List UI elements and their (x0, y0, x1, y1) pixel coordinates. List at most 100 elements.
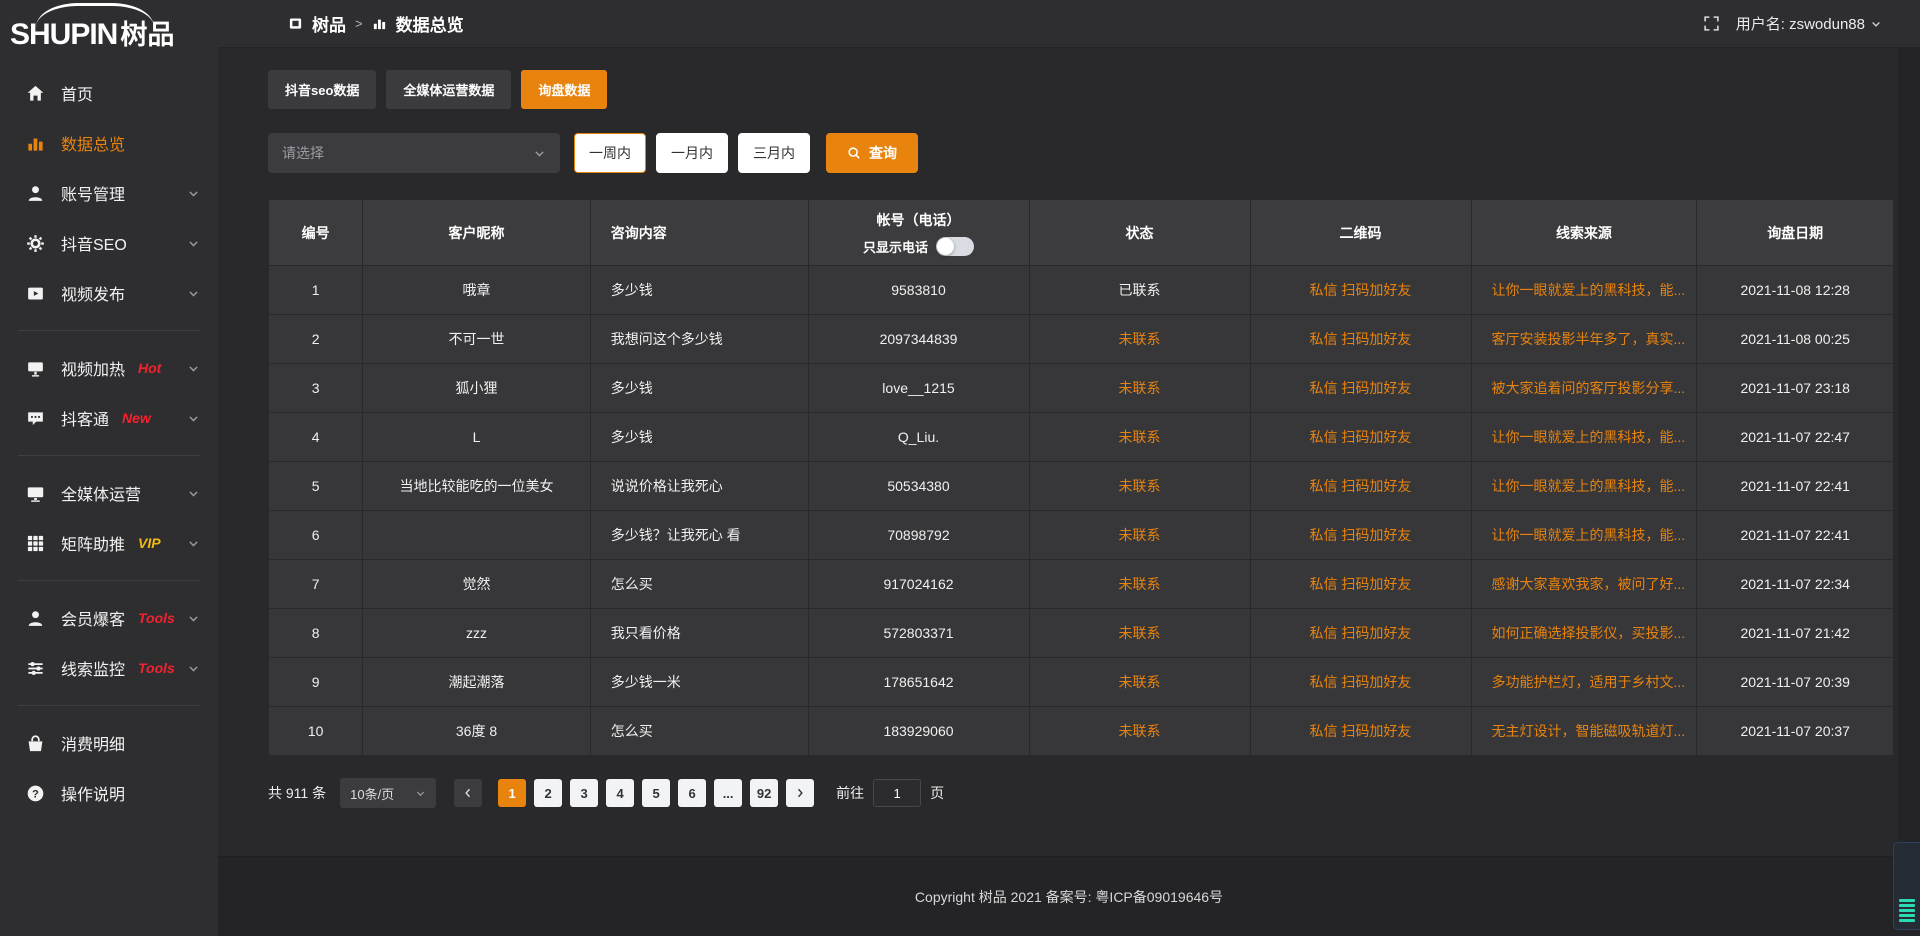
table-row: 8 zzz 我只看价格 572803371 未联系 私信 扫码加好友 如何正确选择投影仪，买… (267, 608, 1894, 658)
col-header-nickname: 客户昵称 (362, 199, 591, 266)
goto-suffix: 页 (930, 785, 945, 801)
filter-select[interactable]: 请选择 (268, 133, 560, 173)
chevron-down-icon (187, 537, 200, 550)
publish-icon (26, 284, 45, 303)
source-link[interactable]: 感谢大家喜欢我家，被问了好... (1470, 559, 1698, 609)
cell-status: 未联系 (1028, 510, 1251, 560)
sidebar-item-video-heating[interactable]: 视频加热 Hot (0, 343, 218, 393)
widget-bar (1899, 909, 1915, 912)
tab-douyin-seo-data[interactable]: 抖音seo数据 (268, 70, 377, 109)
sidebar-item-home[interactable]: 首页 (0, 68, 218, 118)
breadcrumb: 树品 > 数据总览 (288, 11, 464, 36)
more-pages-button[interactable]: ... (714, 779, 743, 807)
sidebar-item-consumption-detail[interactable]: 消费明细 (0, 718, 218, 768)
source-link[interactable]: 多功能护栏灯，适用于乡村文... (1470, 657, 1698, 707)
phone-toggle-label: 只显示电话 (862, 239, 928, 255)
page-92-button[interactable]: 92 (750, 779, 779, 807)
cell-date: 2021-11-07 22:41 (1696, 461, 1894, 511)
qrcode-link[interactable]: 私信 扫码加好友 (1249, 608, 1472, 658)
qrcode-link[interactable]: 私信 扫码加好友 (1249, 363, 1472, 413)
qrcode-link[interactable]: 私信 扫码加好友 (1249, 265, 1472, 315)
phone-only-toggle[interactable] (936, 236, 974, 256)
page-size-select[interactable]: 10条/页 (340, 778, 437, 808)
query-button[interactable]: 查询 (826, 133, 918, 173)
range-month-button[interactable]: 一月内 (656, 133, 728, 173)
qrcode-link[interactable]: 私信 扫码加好友 (1249, 706, 1472, 756)
table-row: 7 觉然 怎么买 917024162 未联系 私信 扫码加好友 感谢大家喜欢我家，被问了好.… (267, 559, 1894, 609)
next-page-button[interactable] (786, 779, 815, 807)
table-row: 6 多少钱？让我死心 看 70898792 未联系 私信 扫码加好友 让你一眼就爱上的黑科… (267, 510, 1894, 560)
cell-content: 多少钱 (589, 265, 809, 315)
sidebar-divider (18, 580, 200, 581)
tab-inquiry-data[interactable]: 询盘数据 (521, 70, 608, 109)
sidebar-item-matrix-boost[interactable]: 矩阵助推 VIP (0, 518, 218, 568)
sidebar-item-member-baoke[interactable]: 会员爆客 Tools (0, 593, 218, 643)
cell-id: 7 (267, 559, 364, 609)
page-3-button[interactable]: 3 (570, 779, 599, 807)
sidebar-item-douketong[interactable]: 抖客通 New (0, 393, 218, 443)
source-link[interactable]: 让你一眼就爱上的黑科技，能... (1470, 461, 1698, 511)
cell-content: 多少钱？让我死心 看 (589, 510, 809, 560)
cell-content: 我想问这个多少钱 (589, 314, 809, 364)
range-quarter-button[interactable]: 三月内 (738, 133, 810, 173)
cell-date: 2021-11-07 20:39 (1696, 657, 1894, 707)
source-link[interactable]: 客厅安装投影半年多了，真实... (1470, 314, 1698, 364)
qrcode-link[interactable]: 私信 扫码加好友 (1249, 559, 1472, 609)
source-link[interactable]: 如何正确选择投影仪，买投影... (1470, 608, 1698, 658)
scrollbar-track[interactable] (1898, 48, 1920, 936)
cell-date: 2021-11-07 22:41 (1696, 510, 1894, 560)
monitor-icon (26, 484, 45, 503)
cell-status: 未联系 (1028, 363, 1251, 413)
page-1-button[interactable]: 1 (498, 779, 527, 807)
table-row: 5 当地比较能吃的一位美女 说说价格让我死心 50534380 未联系 私信 扫码加好友让… (267, 461, 1894, 511)
cell-date: 2021-11-07 22:34 (1696, 559, 1894, 609)
qrcode-link[interactable]: 私信 扫码加好友 (1249, 510, 1472, 560)
source-link[interactable]: 被大家追着问的客厅投影分享... (1470, 363, 1698, 413)
sidebar-item-data-overview[interactable]: 数据总览 (0, 118, 218, 168)
username-menu[interactable]: 用户名: zswodun88 (1736, 13, 1882, 34)
sidebar-item-operation-guide[interactable]: ? 操作说明 (0, 768, 218, 818)
goto-page-input[interactable] (873, 779, 922, 807)
sidebar-item-media-operation[interactable]: 全媒体运营 (0, 468, 218, 518)
breadcrumb-app[interactable]: 树品 (312, 16, 346, 35)
breadcrumb-page-icon (372, 16, 387, 31)
home-icon (26, 84, 45, 103)
page-5-button[interactable]: 5 (642, 779, 671, 807)
svg-text:?: ? (32, 788, 39, 800)
sidebar-item-douyin-seo[interactable]: 抖音SEO (0, 218, 218, 268)
prev-page-button[interactable] (454, 779, 483, 807)
cell-account: 183929060 (807, 706, 1030, 756)
source-link[interactable]: 无主灯设计，智能磁吸轨道灯... (1470, 706, 1698, 756)
sidebar-item-clue-monitor[interactable]: 线索监控 Tools (0, 643, 218, 693)
cell-account: 178651642 (807, 657, 1030, 707)
sidebar-item-video-publish[interactable]: 视频发布 (0, 268, 218, 318)
table-row: 1 哦章 多少钱 9583810 已联系 私信 扫码加好友 让你一眼就爱上的黑科技，能...… (267, 265, 1894, 315)
source-link[interactable]: 让你一眼就爱上的黑科技，能... (1470, 265, 1698, 315)
range-week-button[interactable]: 一周内 (574, 133, 646, 173)
page-4-button[interactable]: 4 (606, 779, 635, 807)
cell-content: 多少钱一米 (589, 657, 809, 707)
widget-bar (1899, 904, 1915, 907)
floating-widget[interactable] (1893, 842, 1920, 930)
chevron-down-icon (187, 662, 200, 675)
badge-tools: Tools (138, 660, 175, 676)
page-6-button[interactable]: 6 (678, 779, 707, 807)
logo-text-cn: 树品 (120, 20, 175, 50)
cell-nickname: 哦章 (362, 265, 591, 315)
qrcode-link[interactable]: 私信 扫码加好友 (1249, 461, 1472, 511)
qrcode-link[interactable]: 私信 扫码加好友 (1249, 412, 1472, 462)
tab-media-operation-data[interactable]: 全媒体运营数据 (386, 70, 512, 109)
source-link[interactable]: 让你一眼就爱上的黑科技，能... (1470, 510, 1698, 560)
source-link[interactable]: 让你一眼就爱上的黑科技，能... (1470, 412, 1698, 462)
fullscreen-icon[interactable] (1703, 15, 1720, 32)
cell-id: 5 (267, 461, 364, 511)
data-tabs: 抖音seo数据 全媒体运营数据 询盘数据 (268, 70, 1894, 109)
cell-account: 50534380 (807, 461, 1030, 511)
sidebar-item-label: 视频发布 (61, 287, 126, 304)
qrcode-link[interactable]: 私信 扫码加好友 (1249, 657, 1472, 707)
sidebar-item-account-management[interactable]: 账号管理 (0, 168, 218, 218)
page-2-button[interactable]: 2 (534, 779, 563, 807)
cell-account: love__1215 (807, 363, 1030, 413)
filter-select-placeholder: 请选择 (282, 145, 324, 161)
qrcode-link[interactable]: 私信 扫码加好友 (1249, 314, 1472, 364)
